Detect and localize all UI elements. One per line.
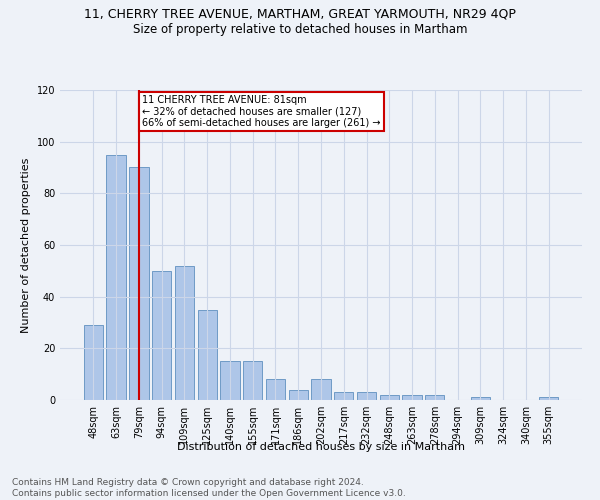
Text: 11, CHERRY TREE AVENUE, MARTHAM, GREAT YARMOUTH, NR29 4QP: 11, CHERRY TREE AVENUE, MARTHAM, GREAT Y…	[84, 8, 516, 20]
Bar	[106, 154, 126, 400]
Text: Contains HM Land Registry data © Crown copyright and database right 2024.
Contai: Contains HM Land Registry data © Crown c…	[12, 478, 406, 498]
Bar	[380, 395, 399, 400]
Bar	[175, 266, 194, 400]
Bar	[220, 361, 239, 400]
Bar	[311, 380, 331, 400]
Bar	[425, 395, 445, 400]
Bar	[470, 398, 490, 400]
Text: 11 CHERRY TREE AVENUE: 81sqm
← 32% of detached houses are smaller (127)
66% of s: 11 CHERRY TREE AVENUE: 81sqm ← 32% of de…	[142, 95, 381, 128]
Bar	[357, 392, 376, 400]
Bar	[289, 390, 308, 400]
Bar	[152, 271, 172, 400]
Bar	[197, 310, 217, 400]
Text: Size of property relative to detached houses in Martham: Size of property relative to detached ho…	[133, 22, 467, 36]
Bar	[243, 361, 262, 400]
Bar	[403, 395, 422, 400]
Bar	[334, 392, 353, 400]
Bar	[266, 380, 285, 400]
Bar	[129, 168, 149, 400]
Bar	[539, 398, 558, 400]
Text: Distribution of detached houses by size in Martham: Distribution of detached houses by size …	[177, 442, 465, 452]
Bar	[84, 325, 103, 400]
Y-axis label: Number of detached properties: Number of detached properties	[21, 158, 31, 332]
